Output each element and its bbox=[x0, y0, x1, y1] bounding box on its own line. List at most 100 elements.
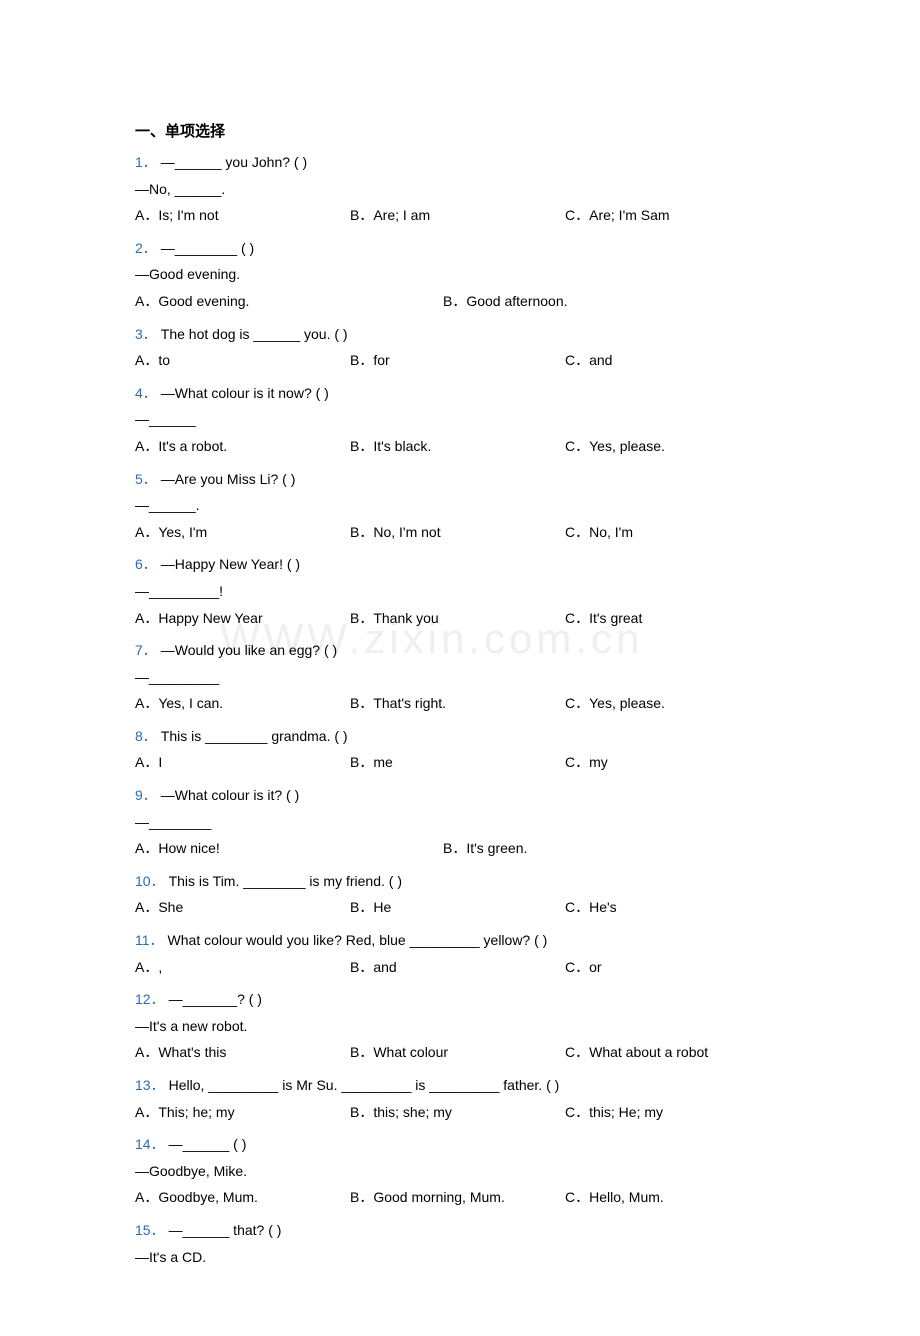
question-line: 1．—______ you John? ( ) bbox=[135, 149, 785, 176]
question-number: 7． bbox=[135, 642, 157, 658]
section-title: 一、单项选择 bbox=[135, 120, 785, 141]
options-row: A．Yes, I'mB．No, I'm notC．No, I'm bbox=[135, 519, 785, 546]
question-number: 11． bbox=[135, 932, 164, 948]
question-number: 15． bbox=[135, 1222, 165, 1238]
question-line: —It's a CD. bbox=[135, 1244, 785, 1271]
question-text: —What colour is it? ( ) bbox=[161, 787, 299, 803]
option: B．this; she; my bbox=[350, 1099, 565, 1126]
question-number: 4． bbox=[135, 385, 157, 401]
question-line: 11．What colour would you like? Red, blue… bbox=[135, 927, 785, 954]
question-text: —Are you Miss Li? ( ) bbox=[161, 471, 296, 487]
options-row: A．toB．forC．and bbox=[135, 347, 785, 374]
option: A．This; he; my bbox=[135, 1099, 350, 1126]
question-block: 3．The hot dog is ______ you. ( )A．toB．fo… bbox=[135, 321, 785, 374]
question-block: 5．—Are you Miss Li? ( )—______.A．Yes, I'… bbox=[135, 466, 785, 546]
question-block: 13．Hello, _________ is Mr Su. _________ … bbox=[135, 1072, 785, 1125]
option: B．No, I'm not bbox=[350, 519, 565, 546]
question-text: —______ that? ( ) bbox=[169, 1222, 282, 1238]
option: B．What colour bbox=[350, 1039, 565, 1066]
question-block: 2．—________ ( )—Good evening.A．Good even… bbox=[135, 235, 785, 315]
option: C．my bbox=[565, 749, 785, 776]
option: A．How nice! bbox=[135, 835, 443, 862]
question-text: —______ ( ) bbox=[169, 1136, 247, 1152]
question-text: This is Tim. ________ is my friend. ( ) bbox=[169, 873, 402, 889]
options-row: A．Is; I'm notB．Are; I amC．Are; I'm Sam bbox=[135, 202, 785, 229]
options-row: A．Goodbye, Mum.B．Good morning, Mum.C．Hel… bbox=[135, 1184, 785, 1211]
options-row: A．How nice!B．It's green. bbox=[135, 835, 785, 862]
question-text: What colour would you like? Red, blue __… bbox=[168, 932, 548, 948]
question-line: 2．—________ ( ) bbox=[135, 235, 785, 262]
question-number: 14． bbox=[135, 1136, 165, 1152]
question-line: 13．Hello, _________ is Mr Su. _________ … bbox=[135, 1072, 785, 1099]
question-text: This is ________ grandma. ( ) bbox=[161, 728, 348, 744]
question-text: —Would you like an egg? ( ) bbox=[161, 642, 337, 658]
option: B．He bbox=[350, 894, 565, 921]
option: A．What's this bbox=[135, 1039, 350, 1066]
question-line: 7．—Would you like an egg? ( ) bbox=[135, 637, 785, 664]
question-line: 14．—______ ( ) bbox=[135, 1131, 785, 1158]
question-block: 1．—______ you John? ( )—No, ______.A．Is;… bbox=[135, 149, 785, 229]
question-block: 9．—What colour is it? ( )—________A．How … bbox=[135, 782, 785, 862]
question-number: 1． bbox=[135, 154, 157, 170]
option: C．or bbox=[565, 954, 785, 981]
option: C．Hello, Mum. bbox=[565, 1184, 785, 1211]
option: A．, bbox=[135, 954, 350, 981]
option: A．Yes, I can. bbox=[135, 690, 350, 717]
option: B．me bbox=[350, 749, 565, 776]
question-line: 3．The hot dog is ______ you. ( ) bbox=[135, 321, 785, 348]
options-row: A．Good evening.B．Good afternoon. bbox=[135, 288, 785, 315]
question-block: 14．—______ ( )—Goodbye, Mike.A．Goodbye, … bbox=[135, 1131, 785, 1211]
question-block: 12．—_______? ( )—It's a new robot.A．What… bbox=[135, 986, 785, 1066]
options-row: A．Yes, I can.B．That's right.C．Yes, pleas… bbox=[135, 690, 785, 717]
question-text: —Happy New Year! ( ) bbox=[161, 556, 300, 572]
option: B．Are; I am bbox=[350, 202, 565, 229]
question-text: —What colour is it now? ( ) bbox=[161, 385, 329, 401]
question-line: 5．—Are you Miss Li? ( ) bbox=[135, 466, 785, 493]
option: A．Goodbye, Mum. bbox=[135, 1184, 350, 1211]
question-text: —________ ( ) bbox=[161, 240, 254, 256]
question-number: 10． bbox=[135, 873, 165, 889]
question-block: 7．—Would you like an egg? ( )—_________A… bbox=[135, 637, 785, 717]
question-number: 5． bbox=[135, 471, 157, 487]
question-line: 6．—Happy New Year! ( ) bbox=[135, 551, 785, 578]
question-line: —________ bbox=[135, 809, 785, 836]
question-line: —No, ______. bbox=[135, 176, 785, 203]
option: C．He's bbox=[565, 894, 785, 921]
option: B．It's green. bbox=[443, 835, 785, 862]
question-number: 8． bbox=[135, 728, 157, 744]
question-line: —It's a new robot. bbox=[135, 1013, 785, 1040]
question-block: 8．This is ________ grandma. ( )A．IB．meC．… bbox=[135, 723, 785, 776]
option: B．Good morning, Mum. bbox=[350, 1184, 565, 1211]
question-text: Hello, _________ is Mr Su. _________ is … bbox=[169, 1077, 560, 1093]
option: B．Good afternoon. bbox=[443, 288, 785, 315]
option: A．Yes, I'm bbox=[135, 519, 350, 546]
question-number: 12． bbox=[135, 991, 165, 1007]
options-row: A．IB．meC．my bbox=[135, 749, 785, 776]
question-number: 13． bbox=[135, 1077, 165, 1093]
option: C．and bbox=[565, 347, 785, 374]
option: B．That's right. bbox=[350, 690, 565, 717]
option: A．I bbox=[135, 749, 350, 776]
question-line: —_________! bbox=[135, 578, 785, 605]
option: C．It's great bbox=[565, 605, 785, 632]
option: A．Happy New Year bbox=[135, 605, 350, 632]
question-text: The hot dog is ______ you. ( ) bbox=[161, 326, 348, 342]
option: A．Good evening. bbox=[135, 288, 443, 315]
question-text: —______ you John? ( ) bbox=[161, 154, 307, 170]
options-row: A．This; he; myB．this; she; myC．this; He;… bbox=[135, 1099, 785, 1126]
options-row: A．,B．andC．or bbox=[135, 954, 785, 981]
question-line: 9．—What colour is it? ( ) bbox=[135, 782, 785, 809]
question-line: 10．This is Tim. ________ is my friend. (… bbox=[135, 868, 785, 895]
question-block: 10．This is Tim. ________ is my friend. (… bbox=[135, 868, 785, 921]
question-line: 8．This is ________ grandma. ( ) bbox=[135, 723, 785, 750]
question-line: —_________ bbox=[135, 664, 785, 691]
option: A．It's a robot. bbox=[135, 433, 350, 460]
question-number: 9． bbox=[135, 787, 157, 803]
option: C．What about a robot bbox=[565, 1039, 785, 1066]
option: A．to bbox=[135, 347, 350, 374]
question-line: —Good evening. bbox=[135, 261, 785, 288]
question-block: 15．—______ that? ( ) —It's a CD. bbox=[135, 1217, 785, 1270]
option: B．for bbox=[350, 347, 565, 374]
option: C．No, I'm bbox=[565, 519, 785, 546]
question-line: 4．—What colour is it now? ( ) bbox=[135, 380, 785, 407]
